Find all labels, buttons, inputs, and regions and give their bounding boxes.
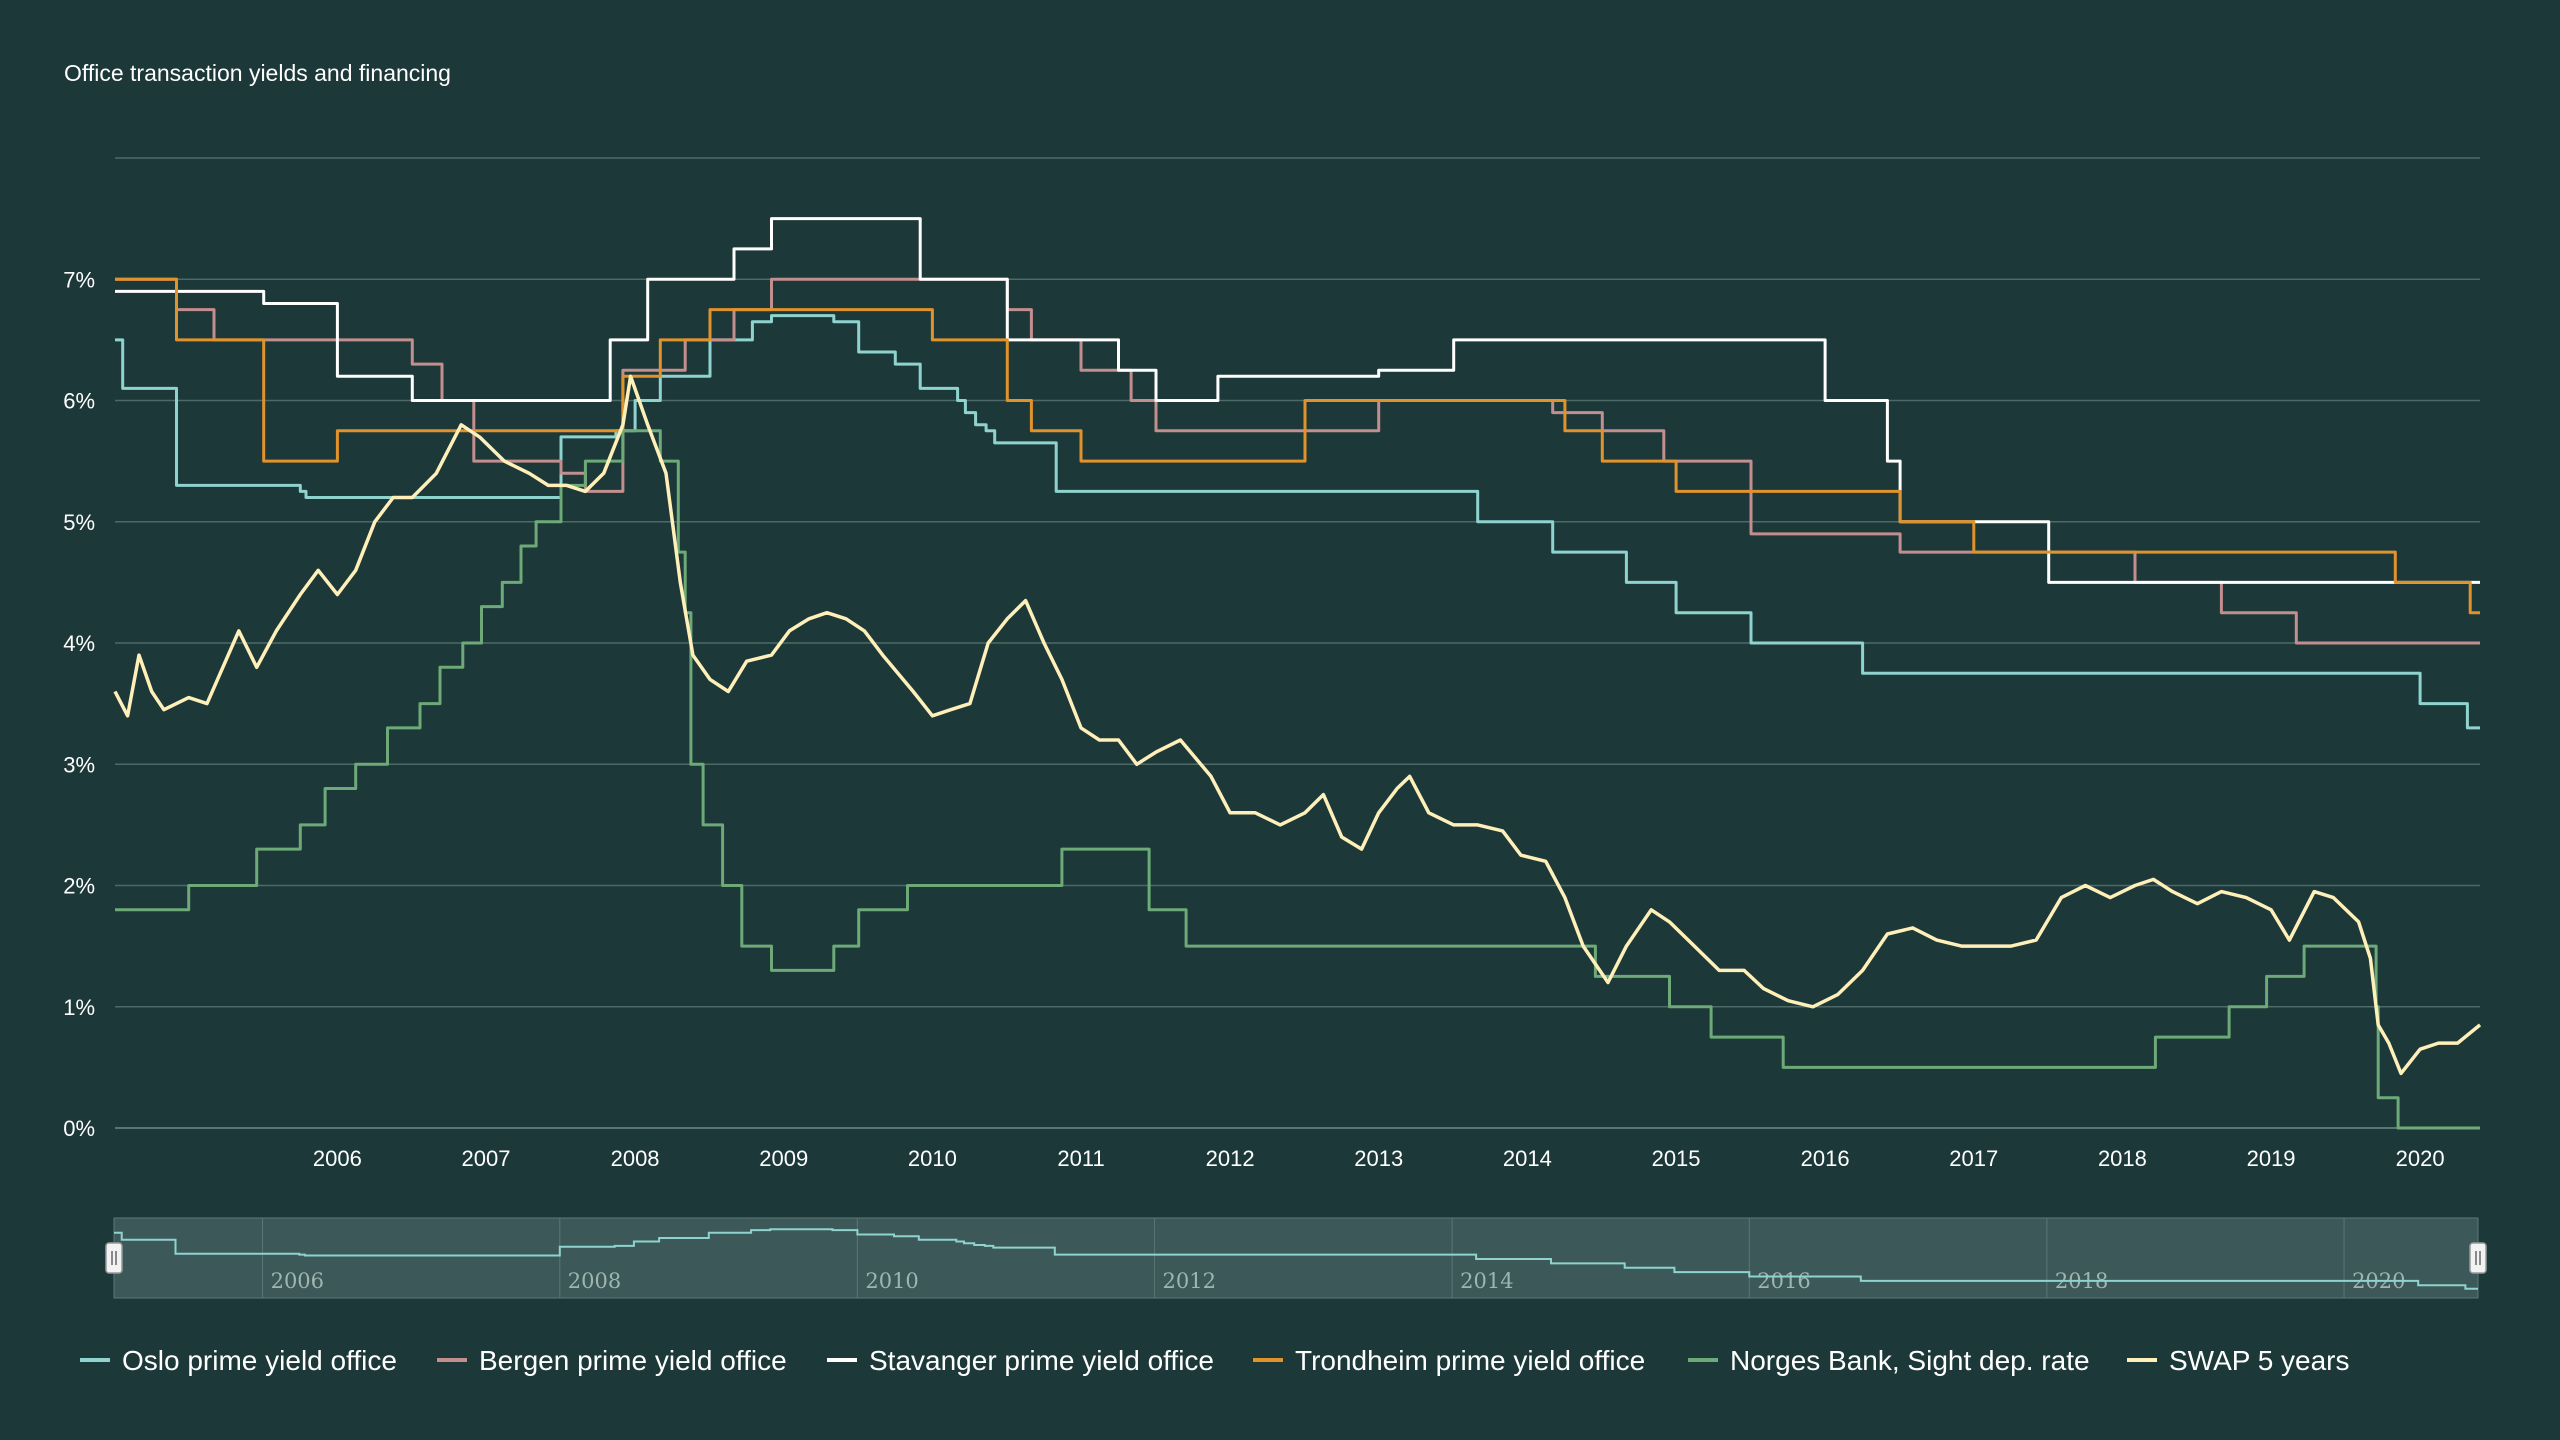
x-tick-label: 2009 (759, 1146, 808, 1171)
x-tick-label: 2006 (313, 1146, 362, 1171)
x-tick-label: 2017 (1949, 1146, 1998, 1171)
navigator-series-line (114, 1228, 2478, 1290)
y-tick-label: 6% (63, 389, 95, 414)
legend-item-label[interactable]: SWAP 5 years (2169, 1345, 2350, 1376)
series-line-stavanger-prime-yield-office[interactable] (115, 217, 2480, 584)
navigator-year-label: 2016 (1757, 1269, 1810, 1293)
navigator-left-handle[interactable] (105, 1242, 123, 1274)
navigator-year-label: 2012 (1163, 1269, 1216, 1293)
navigator-right-handle[interactable] (2469, 1242, 2487, 1274)
x-tick-label: 2020 (2396, 1146, 2445, 1171)
x-tick-label: 2011 (1057, 1146, 1104, 1171)
y-tick-label: 7% (63, 267, 95, 292)
navigator-year-label: 2010 (865, 1269, 918, 1293)
x-tick-label: 2012 (1206, 1146, 1255, 1171)
series-line-bergen-prime-yield-office[interactable] (115, 277, 2480, 645)
y-tick-label: 3% (63, 752, 95, 777)
legend-item-label[interactable]: Trondheim prime yield office (1295, 1345, 1645, 1376)
legend-item-label[interactable]: Oslo prime yield office (122, 1345, 397, 1376)
x-tick-label: 2015 (1652, 1146, 1701, 1171)
y-axis-ticks: 0% 1% 2% 3% 4% 5% 6% 7% (63, 267, 95, 1141)
y-tick-label: 5% (63, 510, 95, 535)
navigator-grid: 2006 2008 2010 2012 2014 2016 2018 2020 (262, 1218, 2406, 1298)
navigator-year-label: 2008 (568, 1269, 621, 1293)
x-tick-label: 2008 (611, 1146, 660, 1171)
legend-item-label[interactable]: Stavanger prime yield office (869, 1345, 1214, 1376)
plot-series[interactable] (113, 217, 2482, 1130)
y-tick-label: 1% (63, 995, 95, 1020)
range-navigator[interactable]: 2006 2008 2010 2012 2014 2016 2018 2020 (105, 1217, 2487, 1299)
series-line-trondheim-prime-yield-office[interactable] (115, 277, 2480, 615)
navigator-year-label: 2006 (271, 1269, 324, 1293)
y-tick-label: 2% (63, 874, 95, 899)
x-tick-label: 2013 (1354, 1146, 1403, 1171)
navigator-selected-range[interactable] (113, 1217, 2479, 1299)
grid-lines (115, 157, 2480, 1129)
x-tick-label: 2007 (462, 1146, 511, 1171)
series-line-swap-5-years[interactable] (113, 374, 2482, 1076)
chart-title: Office transaction yields and financing (64, 60, 451, 86)
x-tick-label: 2019 (2247, 1146, 2296, 1171)
x-tick-label: 2016 (1801, 1146, 1850, 1171)
x-tick-label: 2010 (908, 1146, 957, 1171)
legend-item-label[interactable]: Norges Bank, Sight dep. rate (1730, 1345, 2090, 1376)
x-tick-label: 2014 (1503, 1146, 1552, 1171)
x-axis-ticks: 2006 2007 2008 2009 2010 2011 2012 2013 2014 2015… (313, 1146, 2445, 1171)
y-tick-label: 0% (63, 1116, 95, 1141)
series-line-norges-bank-sight-dep-rate[interactable] (115, 429, 2480, 1130)
chart-legend: Oslo prime yield office Bergen prime yiel… (80, 1345, 2350, 1376)
navigator-year-label: 2014 (1460, 1269, 1513, 1293)
y-tick-label: 4% (63, 631, 95, 656)
x-tick-label: 2018 (2098, 1146, 2147, 1171)
legend-item-label[interactable]: Bergen prime yield office (479, 1345, 787, 1376)
